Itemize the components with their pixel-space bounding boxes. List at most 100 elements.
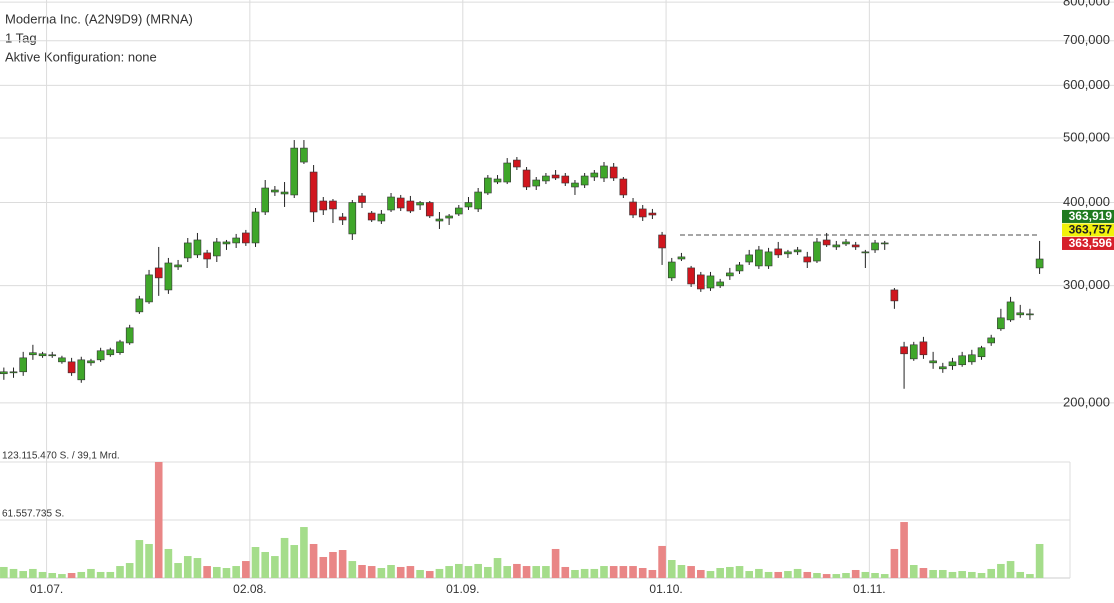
candle-body <box>793 249 802 253</box>
volume-bar <box>135 540 144 578</box>
x-tick-label: 01.09. <box>446 582 479 596</box>
volume-bar <box>774 571 783 578</box>
candle-body <box>1035 258 1044 269</box>
volume-bar <box>745 571 753 578</box>
volume-bar <box>174 563 182 578</box>
volume-bar <box>706 571 715 578</box>
candle-body <box>474 191 482 210</box>
candle-body <box>977 347 986 358</box>
volume-bar <box>290 545 299 578</box>
volume-bar <box>251 547 260 578</box>
volume-bar <box>338 550 347 578</box>
volume-bar <box>832 574 841 578</box>
volume-bar <box>367 566 376 578</box>
volume-bar <box>958 571 966 578</box>
candle-body <box>48 354 57 357</box>
candle-body <box>261 187 270 213</box>
candle-body <box>309 171 318 213</box>
volume-bar <box>900 522 908 578</box>
candle-body <box>425 202 434 217</box>
candle-body <box>832 244 841 248</box>
candle-body <box>648 212 657 216</box>
candle-body <box>619 178 628 196</box>
candle-body <box>193 239 202 256</box>
candle-body <box>522 169 531 188</box>
candle-body <box>77 359 86 381</box>
candle-body <box>125 327 134 344</box>
annotation: Aktive Konfiguration: none <box>5 49 157 64</box>
candle-body <box>851 244 860 248</box>
volume-bar <box>522 566 531 578</box>
volume-bar <box>726 566 734 578</box>
candle-body <box>813 241 821 262</box>
volume-bar <box>909 564 918 578</box>
candle-body <box>67 361 76 374</box>
x-tick-label: 01.07. <box>30 582 63 596</box>
candle-body <box>822 239 831 246</box>
candle-body <box>454 207 463 215</box>
candle-body <box>387 196 395 211</box>
volume-bar <box>387 564 395 578</box>
candle-body <box>87 360 95 364</box>
candle-body <box>164 262 173 291</box>
volume-bar <box>929 569 937 578</box>
candle-body <box>213 241 221 257</box>
y-tick-label: 400,000 <box>1063 194 1110 209</box>
volume-bar <box>648 569 657 578</box>
candle-body <box>106 349 115 356</box>
volume-bar <box>822 574 831 578</box>
volume-bar <box>997 563 1005 578</box>
candle-body <box>1006 301 1015 321</box>
candle-body <box>29 352 37 356</box>
candle-body <box>968 354 976 363</box>
x-tick-label: 02.08. <box>233 582 266 596</box>
volume-bar <box>232 566 240 578</box>
candle-body <box>880 242 889 245</box>
candle-body <box>271 189 279 193</box>
volume-bar <box>445 566 453 578</box>
candle-body <box>513 159 521 168</box>
volume-bar <box>106 571 115 578</box>
candle-body <box>638 208 647 218</box>
volume-bar <box>193 558 202 578</box>
volume-bar <box>300 527 308 578</box>
candle-body <box>580 175 589 186</box>
y-tick-label: 500,000 <box>1063 129 1110 144</box>
candle-body <box>735 264 744 272</box>
volume-bar <box>716 568 724 578</box>
volume-tick-label: 123.115.470 S. / 39,1 Mrd. <box>2 451 120 462</box>
volume-bar <box>455 563 463 578</box>
volume-bar <box>939 569 947 578</box>
y-tick-label: 200,000 <box>1063 394 1110 409</box>
candle-body <box>348 202 357 235</box>
candle-body <box>329 200 337 210</box>
price-tag-box <box>1062 223 1114 237</box>
volume-bar <box>474 563 482 578</box>
price-tag-label: 363,596 <box>1069 236 1113 250</box>
candle-body <box>677 256 686 260</box>
candle-body <box>96 350 105 361</box>
volume-bar <box>813 573 821 578</box>
candle-body <box>629 201 637 216</box>
volume-bar <box>58 574 66 578</box>
volume-bar <box>755 568 763 578</box>
candle-body <box>396 197 405 209</box>
volume-bar <box>977 573 986 578</box>
chart-title: Moderna Inc. (A2N9D9) (MRNA) <box>5 11 193 26</box>
candle-body <box>203 252 211 260</box>
volume-bar <box>116 566 124 578</box>
candle-body <box>764 251 773 267</box>
volume-bar <box>125 563 134 578</box>
volume-bar <box>880 574 889 578</box>
candle-body <box>542 175 550 182</box>
volume-bar <box>309 543 318 578</box>
candle-body <box>600 165 608 179</box>
candle-body <box>609 166 618 179</box>
volume-bar <box>154 462 163 578</box>
volume-bar <box>687 566 695 578</box>
volume-bar <box>1026 574 1034 578</box>
candle-body <box>871 242 879 251</box>
y-tick-label: 700,000 <box>1063 32 1110 47</box>
candle-body <box>745 254 754 263</box>
